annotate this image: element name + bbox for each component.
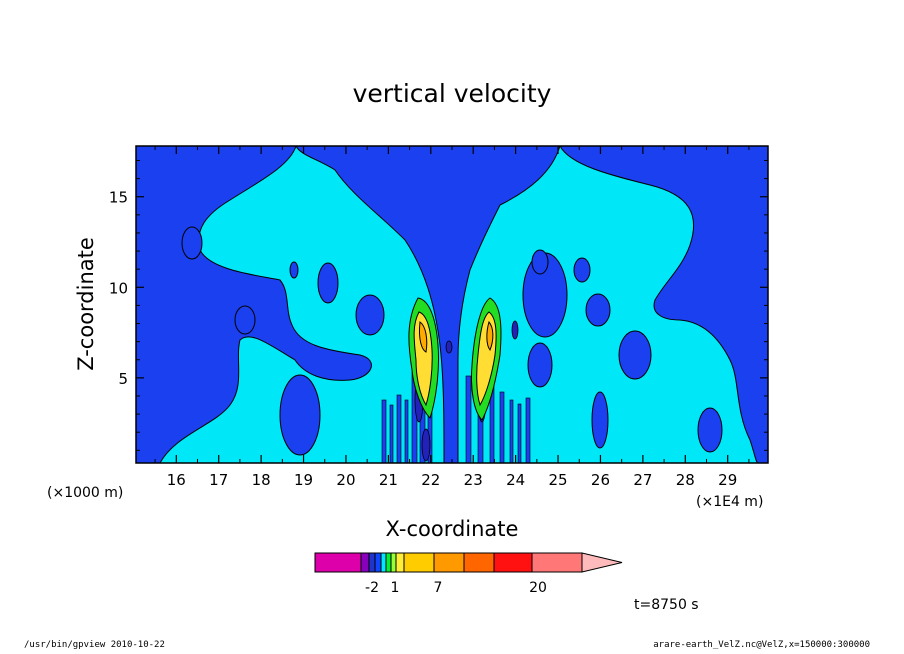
- colorbar-segment: [433, 552, 465, 573]
- colorbar-segment: [314, 552, 362, 573]
- left-edge-region: [135, 145, 372, 464]
- x-tick-label: 28: [676, 471, 695, 489]
- colorbar-tick-label: 20: [529, 580, 547, 596]
- colorbar-segment: [403, 552, 435, 573]
- y-axis-label: Z-coordinate: [74, 237, 98, 371]
- x-tick-label: 17: [209, 471, 228, 489]
- x-tick-label: 27: [633, 471, 652, 489]
- x-tick-label: 29: [718, 471, 737, 489]
- right-updraft: [471, 297, 502, 421]
- footer-left: /usr/bin/gpview 2010-10-22: [24, 640, 165, 650]
- colorbar-segment: [380, 552, 387, 573]
- x-tick-label: 20: [336, 471, 355, 489]
- colorbar-tick-label: -2: [365, 580, 379, 596]
- colorbar-labels: -2 1 7 20: [365, 580, 547, 596]
- plot-area: [135, 145, 769, 464]
- colorbar-segment: [374, 552, 382, 573]
- blob: [289, 261, 299, 279]
- colorbar-segment: [531, 552, 583, 573]
- blob: [531, 249, 549, 275]
- colorbar: [314, 552, 623, 573]
- y-tick-label: 15: [109, 189, 128, 207]
- y-tick-label: 5: [118, 370, 128, 388]
- colorbar-segment: [493, 552, 533, 573]
- blob: [618, 330, 652, 380]
- colorbar-tick-label: 7: [434, 580, 443, 596]
- blob: [317, 262, 339, 304]
- blob: [355, 294, 385, 336]
- y-unit-note: (×1000 m): [47, 485, 123, 501]
- blob: [591, 391, 609, 449]
- x-tick-label: 22: [421, 471, 440, 489]
- x-axis-label: X-coordinate: [386, 517, 519, 541]
- x-tick-label: 21: [379, 471, 398, 489]
- x-unit-note: (×1E4 m): [696, 494, 763, 510]
- central-downdraft-region: [295, 145, 561, 464]
- colorbar-segment: [463, 552, 495, 573]
- colorbar-segment: [368, 552, 376, 573]
- x-tick-label: 25: [548, 471, 567, 489]
- right-edge-region: [559, 145, 769, 464]
- colorbar-segment: [395, 552, 405, 573]
- footer-right: arare-earth_VelZ.nc@VelZ,x=150000:300000: [653, 640, 870, 650]
- colorbar-extend-arrow: [581, 552, 623, 573]
- x-tick-label: 16: [167, 471, 186, 489]
- colorbar-segment: [360, 552, 370, 573]
- time-label: t=8750 s: [634, 597, 699, 613]
- blob: [279, 374, 321, 456]
- colorbar-segment: [390, 552, 397, 573]
- chart-title: vertical velocity: [353, 79, 552, 108]
- x-axis: 16 17 18 19 20 21 22 23 24 25 26 27 28 29: [154, 146, 750, 489]
- blob: [527, 342, 553, 388]
- y-axis: 5 10 15: [109, 159, 768, 451]
- x-tick-label: 26: [591, 471, 610, 489]
- negative-regions: [135, 145, 769, 464]
- colorbar-tick-label: 1: [391, 580, 400, 596]
- left-updraft: [408, 297, 439, 419]
- x-tick-label: 19: [294, 471, 313, 489]
- blob: [573, 257, 591, 283]
- x-tick-label: 24: [506, 471, 525, 489]
- x-tick-label: 18: [252, 471, 271, 489]
- blob: [697, 407, 723, 453]
- x-tick-label: 23: [464, 471, 483, 489]
- y-tick-label: 10: [109, 279, 128, 297]
- blob: [234, 305, 256, 335]
- blob: [585, 293, 611, 327]
- colorbar-segment: [385, 552, 392, 573]
- blob: [181, 226, 203, 260]
